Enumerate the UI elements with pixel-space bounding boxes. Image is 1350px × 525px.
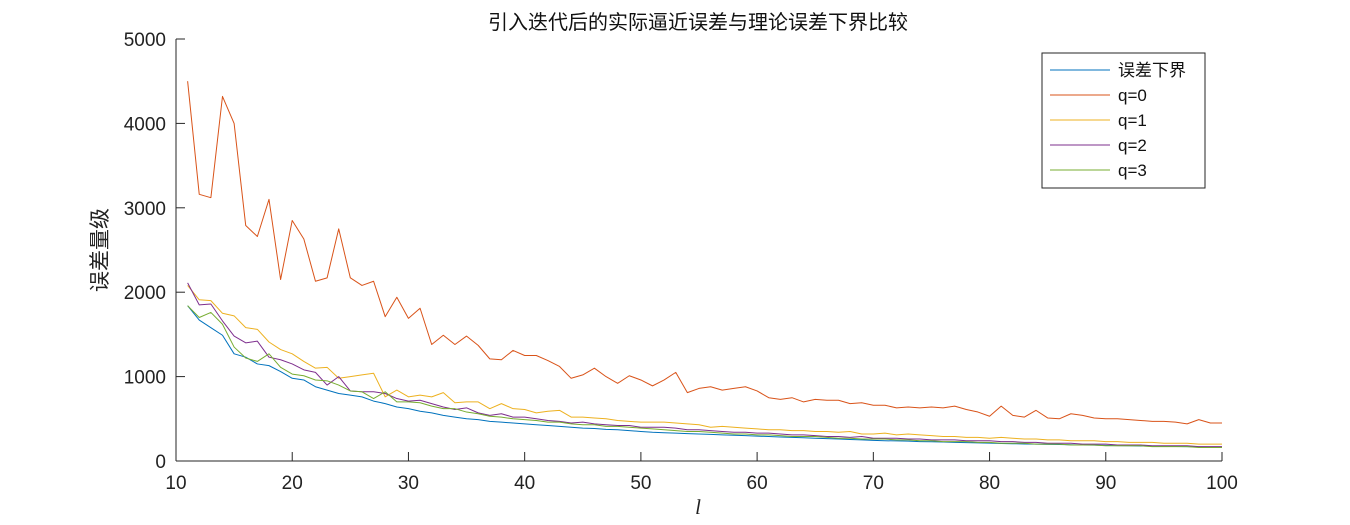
y-tick-label: 1000 — [124, 368, 166, 389]
plot-area — [187, 81, 1223, 448]
legend-label-0: 误差下界 — [1118, 61, 1186, 80]
x-tick-label: 40 — [514, 473, 535, 494]
y-axis-label: 误差量级 — [89, 208, 112, 292]
x-tick-label: 50 — [630, 473, 651, 494]
y-tick-label: 3000 — [124, 199, 166, 220]
y-tick-label: 2000 — [124, 283, 166, 304]
series-line-4 — [187, 305, 1222, 448]
series-line-1 — [187, 81, 1222, 425]
series-line-2 — [187, 285, 1222, 445]
x-tick-label: 10 — [165, 473, 186, 494]
axes: 10 20 30 40 50 60 70 80 90 1000100020003000400050… — [124, 30, 1238, 494]
x-tick-label: 70 — [863, 473, 884, 494]
chart-title: 引入迭代后的实际逼近误差与理论误差下界比较 — [488, 11, 908, 34]
legend-label-1: q=0 — [1118, 86, 1147, 105]
x-tick-label: 60 — [747, 473, 768, 494]
x-axis-label: l — [695, 495, 701, 519]
x-tick-label: 30 — [398, 473, 419, 494]
y-axis-label-group: 误差量级 — [89, 208, 112, 292]
x-tick-label: 100 — [1206, 473, 1238, 494]
y-tick-label: 0 — [155, 452, 166, 473]
x-tick-label: 20 — [282, 473, 303, 494]
x-tick-label: 90 — [1095, 473, 1116, 494]
legend-label-2: q=1 — [1118, 111, 1147, 130]
legend: 误差下界 q=0 q=1 q=2 q=3 — [1041, 52, 1206, 189]
y-tick-label: 4000 — [124, 114, 166, 135]
y-tick-label: 5000 — [124, 30, 166, 51]
x-tick-label: 80 — [979, 473, 1000, 494]
legend-label-3: q=2 — [1118, 136, 1147, 155]
legend-label-4: q=3 — [1118, 161, 1147, 180]
